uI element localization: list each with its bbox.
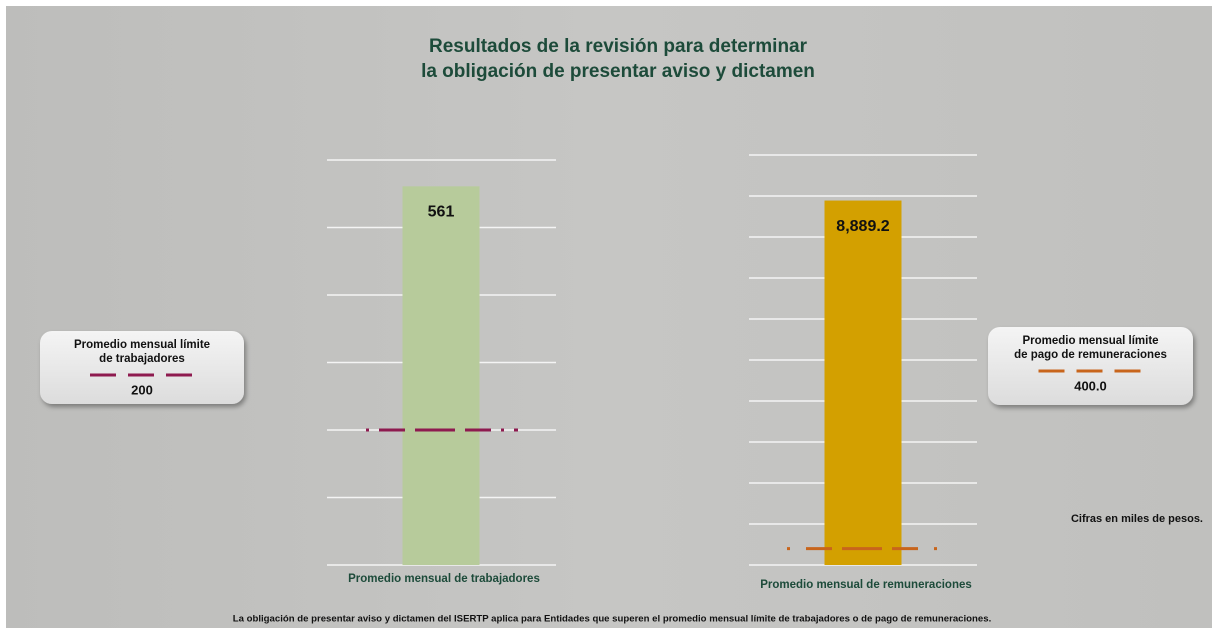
legend-label: Promedio mensual límite xyxy=(1022,335,1158,347)
legend-box xyxy=(988,327,1193,405)
bar xyxy=(824,200,902,566)
legend-value: 400.0 xyxy=(1074,378,1107,393)
legend-label: de pago de remuneraciones xyxy=(1014,349,1167,361)
bar xyxy=(402,186,480,565)
title-line: Resultados de la revisión para determina… xyxy=(429,36,808,57)
x-tick-label: Promedio mensual de remuneraciones xyxy=(760,579,972,591)
legend-box xyxy=(40,331,244,404)
background xyxy=(6,6,1212,628)
legend-label: Promedio mensual límite xyxy=(74,339,210,351)
x-tick-label: Promedio mensual de trabajadores xyxy=(348,573,540,585)
value-label: 8,889.2 xyxy=(836,218,889,235)
title-line: la obligación de presentar aviso y dicta… xyxy=(421,61,815,82)
footnote: La obligación de presentar aviso y dicta… xyxy=(233,614,992,625)
value-label: 561 xyxy=(428,204,455,221)
legend-value: 200 xyxy=(131,382,153,397)
legend-label: de trabajadores xyxy=(99,353,185,365)
note: Cifras en miles de pesos. xyxy=(1071,513,1203,525)
